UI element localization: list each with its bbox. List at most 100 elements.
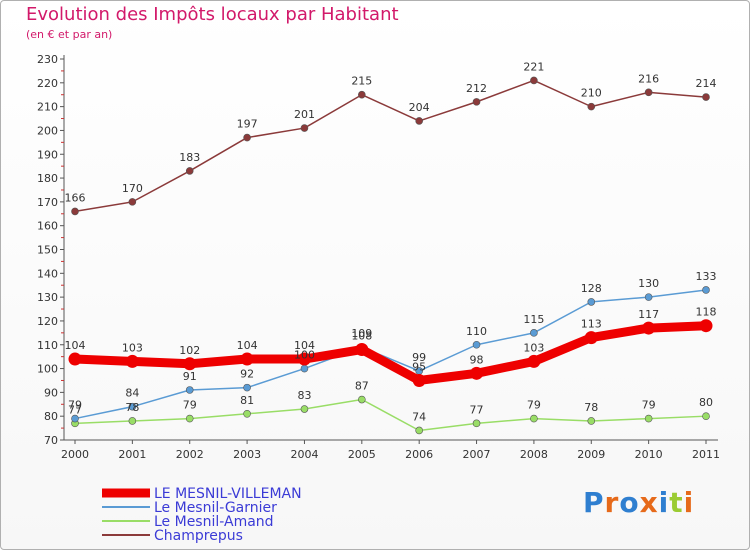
data-point bbox=[358, 90, 366, 99]
data-point bbox=[128, 402, 137, 411]
data-point bbox=[412, 373, 426, 387]
data-point bbox=[472, 419, 481, 428]
data-label: 95 bbox=[412, 360, 426, 373]
data-point bbox=[243, 410, 251, 418]
y-tick-label: 120 bbox=[37, 315, 58, 328]
data-label: 99 bbox=[412, 351, 426, 364]
data-label: 215 bbox=[351, 75, 372, 88]
series-line-3 bbox=[74, 79, 707, 213]
data-point bbox=[702, 93, 710, 101]
data-label: 130 bbox=[638, 277, 659, 290]
data-label: 204 bbox=[409, 101, 430, 114]
x-tick-label: 2009 bbox=[577, 448, 605, 461]
data-point bbox=[642, 321, 656, 335]
data-point bbox=[71, 207, 79, 216]
data-label: 79 bbox=[527, 399, 541, 412]
y-tick-label: 130 bbox=[37, 291, 58, 304]
y-tick-label: 180 bbox=[37, 172, 58, 185]
data-label: 77 bbox=[68, 403, 82, 416]
data-point bbox=[300, 124, 309, 132]
data-label: 221 bbox=[523, 60, 544, 73]
data-label: 103 bbox=[122, 341, 143, 354]
data-label: 91 bbox=[183, 370, 197, 383]
data-point bbox=[128, 198, 137, 206]
data-label: 104 bbox=[294, 339, 315, 352]
data-label: 170 bbox=[122, 182, 143, 195]
data-label: 133 bbox=[696, 270, 717, 283]
proxiti-logo: Proxiti bbox=[583, 486, 695, 519]
data-point bbox=[587, 102, 596, 111]
data-point bbox=[644, 293, 653, 301]
data-point bbox=[297, 352, 311, 366]
x-tick-label: 2008 bbox=[520, 448, 548, 461]
data-point bbox=[530, 76, 538, 85]
chart-subtitle: (en € et par an) bbox=[26, 28, 113, 41]
data-label: 79 bbox=[68, 399, 82, 412]
y-tick-label: 100 bbox=[37, 363, 58, 376]
data-point bbox=[71, 414, 79, 423]
data-label: 81 bbox=[240, 394, 254, 407]
x-tick-label: 2006 bbox=[405, 448, 433, 461]
data-point bbox=[185, 386, 194, 394]
data-label: 183 bbox=[179, 151, 200, 164]
data-label: 166 bbox=[65, 191, 86, 204]
x-tick-label: 2002 bbox=[176, 448, 204, 461]
series-line-0 bbox=[70, 321, 711, 385]
data-point bbox=[185, 167, 194, 175]
y-tick-label: 110 bbox=[37, 339, 58, 352]
data-label: 109 bbox=[351, 327, 372, 340]
data-label: 201 bbox=[294, 108, 315, 121]
chart-title: Evolution des Impôts locaux par Habitant bbox=[26, 4, 399, 25]
data-point bbox=[699, 319, 713, 333]
data-point bbox=[415, 117, 423, 125]
data-label: 212 bbox=[466, 82, 487, 95]
data-point bbox=[702, 412, 710, 420]
data-point bbox=[240, 352, 254, 366]
data-point bbox=[587, 298, 596, 306]
data-point bbox=[125, 354, 139, 368]
data-point bbox=[185, 414, 194, 423]
data-point bbox=[527, 354, 541, 368]
data-label: 210 bbox=[581, 87, 602, 100]
data-point bbox=[530, 414, 538, 423]
x-tick-label: 2001 bbox=[118, 448, 146, 461]
data-label: 78 bbox=[125, 401, 139, 414]
data-label: 104 bbox=[65, 339, 86, 352]
legend-label: Champrepus bbox=[154, 528, 243, 544]
data-point bbox=[584, 331, 598, 345]
data-point bbox=[355, 343, 369, 357]
x-tick-label: 2011 bbox=[692, 448, 720, 461]
y-tick-label: 90 bbox=[44, 386, 58, 399]
data-label: 84 bbox=[125, 387, 139, 400]
y-tick-label: 70 bbox=[44, 434, 58, 447]
data-point bbox=[243, 133, 251, 142]
data-point bbox=[68, 352, 82, 366]
data-label: 103 bbox=[523, 341, 544, 354]
x-tick-label: 2004 bbox=[290, 448, 318, 461]
data-point bbox=[702, 286, 710, 294]
data-point bbox=[358, 395, 366, 404]
data-point bbox=[530, 329, 538, 337]
data-point bbox=[644, 414, 653, 423]
data-label: 214 bbox=[696, 77, 717, 90]
data-point bbox=[300, 364, 309, 373]
y-tick-label: 80 bbox=[44, 410, 58, 423]
data-label: 79 bbox=[183, 399, 197, 412]
data-label: 110 bbox=[466, 325, 487, 338]
y-tick-label: 160 bbox=[37, 220, 58, 233]
x-tick-label: 2003 bbox=[233, 448, 261, 461]
y-tick-label: 140 bbox=[37, 267, 58, 280]
data-point bbox=[644, 88, 653, 97]
data-label: 74 bbox=[412, 410, 426, 423]
y-tick-label: 190 bbox=[37, 148, 58, 161]
data-label: 118 bbox=[696, 306, 717, 319]
data-label: 108 bbox=[351, 330, 372, 343]
data-point bbox=[415, 426, 423, 435]
data-point bbox=[183, 357, 197, 371]
x-tick-label: 2000 bbox=[61, 448, 89, 461]
data-point bbox=[300, 405, 309, 413]
series-line-2 bbox=[74, 398, 707, 432]
data-point bbox=[128, 417, 137, 425]
